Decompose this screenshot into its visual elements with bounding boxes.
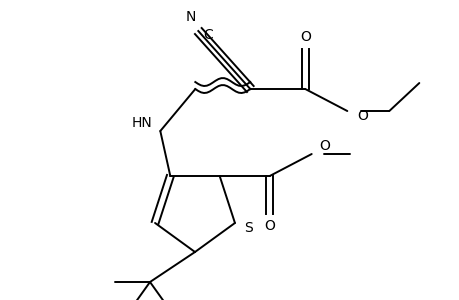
Text: O: O	[319, 139, 330, 153]
Text: HN: HN	[132, 116, 152, 130]
Text: S: S	[244, 220, 253, 235]
Text: O: O	[357, 109, 367, 123]
Text: N: N	[185, 10, 195, 24]
Text: C: C	[203, 28, 213, 42]
Text: O: O	[263, 219, 274, 233]
Text: O: O	[299, 30, 310, 44]
